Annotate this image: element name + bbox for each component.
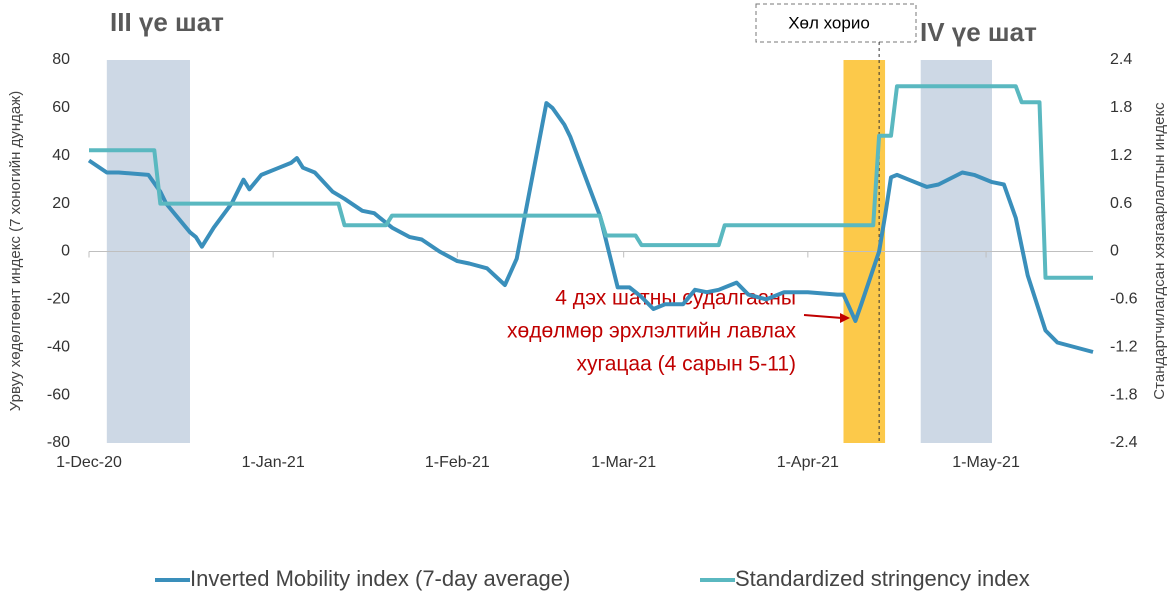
- y-tick-label: 60: [52, 99, 70, 116]
- y2-axis-title: Стандартчилагдсан хязгаарлалтын индекс: [1151, 102, 1168, 400]
- y2-tick-label: -1.8: [1110, 386, 1138, 403]
- y-tick-label: -80: [47, 434, 70, 451]
- legend-label: Inverted Mobility index (7-day average): [190, 566, 570, 591]
- x-tick-label: 1-Feb-21: [425, 454, 490, 471]
- y-tick-label: -60: [47, 386, 70, 403]
- y-tick-label: 0: [61, 243, 70, 260]
- phase3-label: III үе шат: [110, 7, 224, 37]
- legend-label: Standardized stringency index: [735, 566, 1030, 591]
- x-tick-label: 1-Mar-21: [591, 454, 656, 471]
- lockdown-label: Хөл хорио: [788, 13, 870, 32]
- reference-note: хөдөлмөр эрхлэлтийн лавлах: [507, 320, 796, 343]
- x-tick-label: 1-May-21: [952, 454, 1020, 471]
- y2-tick-label: 0.6: [1110, 195, 1132, 212]
- y-tick-label: 80: [52, 51, 70, 68]
- y2-tick-label: 1.8: [1110, 99, 1132, 116]
- y2-tick-label: 0: [1110, 243, 1119, 260]
- y-tick-label: -40: [47, 338, 70, 355]
- y2-tick-label: -2.4: [1110, 434, 1138, 451]
- y-tick-label: 20: [52, 195, 70, 212]
- arrow: [803, 314, 843, 319]
- y2-tick-label: 2.4: [1110, 51, 1132, 68]
- x-tick-label: 1-Jan-21: [242, 454, 305, 471]
- arrow-head: [840, 313, 850, 323]
- lockdown-box: [755, 3, 917, 43]
- y-axis-title: Урвуу хөдөлгөөнт индекс (7 хоногийн дунд…: [7, 91, 24, 411]
- reference-note: 4 дэх шатны судалгааны: [555, 287, 796, 310]
- y-tick-label: 40: [52, 147, 70, 164]
- x-tick-label: 1-Dec-20: [56, 454, 122, 471]
- y2-tick-label: 1.2: [1110, 147, 1132, 164]
- phase4-label: IV үе шат: [920, 17, 1037, 47]
- series-line: [87, 101, 1094, 354]
- y2-tick-label: -0.6: [1110, 291, 1138, 308]
- x-tick-label: 1-Apr-21: [777, 454, 839, 471]
- reference-note: хугацаа (4 сарын 5-11): [577, 353, 796, 376]
- y-tick-label: -20: [47, 291, 70, 308]
- y2-tick-label: -1.2: [1110, 338, 1138, 355]
- series-line: [89, 84, 1093, 280]
